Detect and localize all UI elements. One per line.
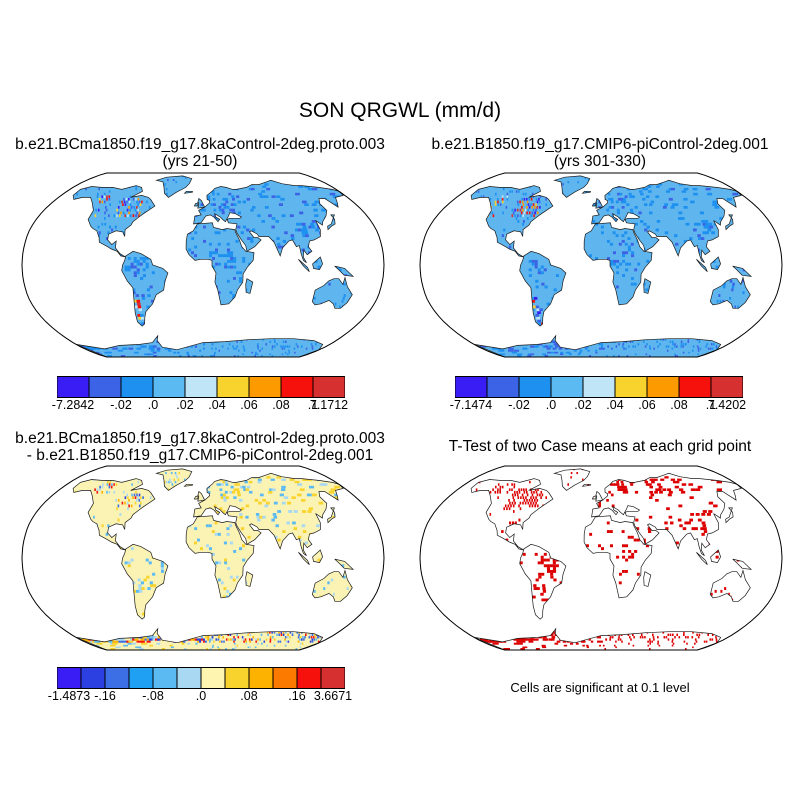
colorbar-box-1 <box>80 667 106 689</box>
colorbar-label: .1 <box>307 398 319 412</box>
map-bottom-right <box>419 465 783 651</box>
colorbar-box-11 <box>320 667 345 689</box>
colorbar-box-10 <box>296 667 322 689</box>
colorbar-box-3 <box>152 376 186 398</box>
colorbar-box-7 <box>224 667 250 689</box>
colorbar-box-3 <box>550 376 584 398</box>
colorbar-box-9 <box>272 667 298 689</box>
coastlines <box>72 468 355 651</box>
colorbar-box-4 <box>184 376 218 398</box>
colorbar-top-right <box>455 376 743 398</box>
colorbar-box-2 <box>518 376 552 398</box>
colorbar-labels-top-left: -7.2842 -.02 .0 .02 .04 .06 .08 .1 7.1712 <box>52 398 349 414</box>
panel-title-bottom-left-line2: - b.e21.B1850.f19_g17.CMIP6-piControl-2d… <box>26 447 374 464</box>
panel-title-bottom-left: b.e21.BCma1850.f19_g17.8kaControl-2deg.p… <box>0 430 400 464</box>
colorbar-label: -.02 <box>110 398 132 412</box>
panel-title-top-right-line1: b.e21.B1850.f19_g17.CMIP6-piControl-2deg… <box>431 136 769 153</box>
colorbar-label: .08 <box>240 689 258 703</box>
colorbar-label: .02 <box>176 398 194 412</box>
panel-title-top-left: b.e21.BCma1850.f19_g17.8kaControl-2deg.p… <box>0 136 400 170</box>
panel-title-top-right: b.e21.B1850.f19_g17.CMIP6-piControl-2deg… <box>400 136 800 170</box>
colorbar-box-6 <box>200 667 226 689</box>
significance-note: Cells are significant at 0.1 level <box>510 680 690 695</box>
colorbar-label: .16 <box>288 689 306 703</box>
map-border <box>419 465 783 651</box>
colorbar-box-0 <box>57 376 90 398</box>
colorbar-label: -1.4873 <box>47 689 91 703</box>
colorbar-label: -.16 <box>94 689 116 703</box>
colorbar-box-7 <box>678 376 712 398</box>
colorbar-label: 7.4202 <box>707 398 747 412</box>
coastlines <box>470 468 753 651</box>
colorbar-label: .0 <box>545 398 557 412</box>
colorbar-label: 3.6671 <box>313 689 353 703</box>
colorbar-label: .04 <box>606 398 624 412</box>
colorbar-label: .02 <box>574 398 592 412</box>
panel-title-top-left-line1: b.e21.BCma1850.f19_g17.8kaControl-2deg.p… <box>15 136 385 153</box>
colorbar-box-2 <box>120 376 154 398</box>
colorbar-box-6 <box>646 376 680 398</box>
colorbar-labels-bottom-left: -1.4873 -.16 -.08 .0 .08 .16 3.6671 <box>48 689 352 705</box>
panel-title-top-left-line2: (yrs 21-50) <box>162 153 238 170</box>
colorbar-label: -7.2842 <box>51 398 95 412</box>
colorbar-label: .06 <box>240 398 258 412</box>
map-top-left <box>21 172 385 358</box>
colorbar-box-4 <box>582 376 616 398</box>
colorbar-top-left <box>57 376 345 398</box>
colorbar-box-5 <box>614 376 648 398</box>
colorbar-box-6 <box>248 376 282 398</box>
colorbar-label: .04 <box>208 398 226 412</box>
colorbar-label: 7.1712 <box>309 398 349 412</box>
coastlines <box>72 175 355 358</box>
map-bottom-left <box>21 465 385 651</box>
colorbar-box-4 <box>152 667 178 689</box>
figure-title: SON QRGWL (mm/d) <box>298 99 502 122</box>
panel-title-bottom-right-text: T-Test of two Case means at each grid po… <box>448 438 752 455</box>
colorbar-label: -.08 <box>142 689 164 703</box>
colorbar-label: .0 <box>195 689 207 703</box>
panel-title-top-right-line2: (yrs 301-330) <box>553 153 647 170</box>
colorbar-box-8 <box>248 667 274 689</box>
colorbar-label: .06 <box>638 398 656 412</box>
colorbar-box-7 <box>280 376 314 398</box>
coastlines <box>470 175 753 358</box>
colorbar-box-1 <box>88 376 122 398</box>
colorbar-box-5 <box>216 376 250 398</box>
colorbar-label: -7.1474 <box>449 398 493 412</box>
colorbar-box-5 <box>176 667 202 689</box>
colorbar-box-8 <box>710 376 743 398</box>
colorbar-box-1 <box>486 376 520 398</box>
colorbar-label: .08 <box>670 398 688 412</box>
colorbar-label: .1 <box>705 398 717 412</box>
map-border <box>21 465 385 651</box>
colorbar-box-0 <box>57 667 82 689</box>
map-border <box>419 172 783 358</box>
panel-title-bottom-left-line1: b.e21.BCma1850.f19_g17.8kaControl-2deg.p… <box>15 430 385 447</box>
colorbar-labels-top-right: -7.1474 -.02 .0 .02 .04 .06 .08 .1 7.4202 <box>450 398 747 414</box>
colorbar-box-2 <box>104 667 130 689</box>
map-top-right <box>419 172 783 358</box>
panel-title-bottom-right: T-Test of two Case means at each grid po… <box>400 438 800 455</box>
colorbar-box-3 <box>128 667 154 689</box>
colorbar-label: -.02 <box>508 398 530 412</box>
colorbar-box-8 <box>312 376 345 398</box>
map-border <box>21 172 385 358</box>
colorbar-label: .08 <box>272 398 290 412</box>
colorbar-label: .0 <box>147 398 159 412</box>
colorbar-box-0 <box>455 376 488 398</box>
colorbar-bottom-left <box>57 667 345 689</box>
